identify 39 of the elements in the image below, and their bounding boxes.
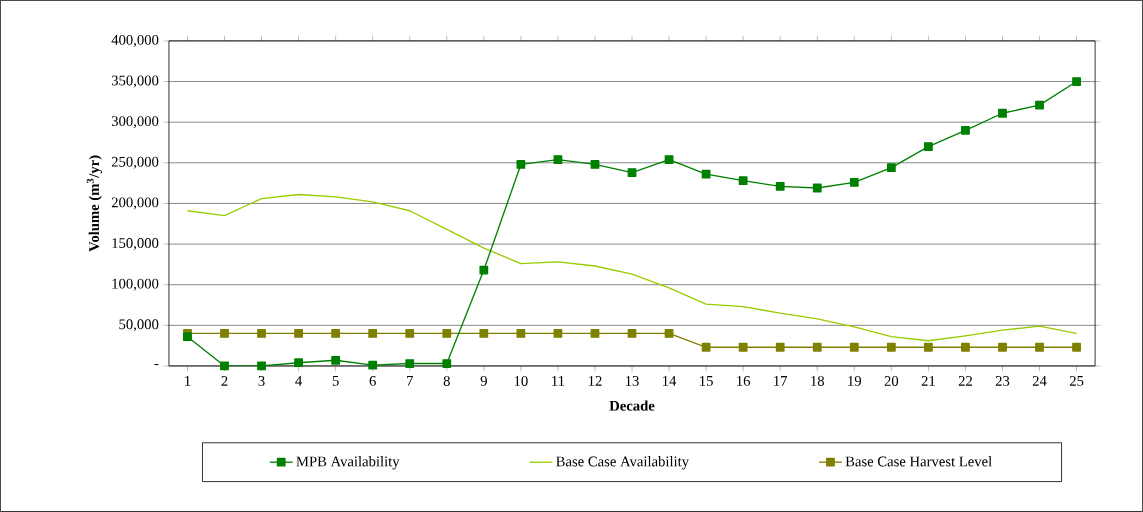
y-tick-label: 100,000	[112, 278, 159, 291]
x-tick-label: 6	[369, 376, 376, 386]
x-tick-label: 4	[295, 376, 303, 386]
x-tick-label: 18	[811, 376, 825, 386]
x-tick-label: 1	[185, 376, 191, 386]
x-tick-label: 10	[514, 376, 528, 386]
x-tick-label: 22	[958, 376, 972, 386]
y-tick-label: 350,000	[111, 75, 159, 88]
legend-label: Base Case Harvest Level	[845, 456, 992, 467]
x-tick-label: 25	[1069, 376, 1084, 386]
y-tick-label: 50,000	[119, 319, 159, 332]
y-axis-title: Volume (m$^{3}$/yr)	[86, 155, 103, 252]
x-tick-label: 8	[443, 376, 450, 386]
x-tick-label: 5	[332, 376, 339, 386]
legend-label: MPB Availability	[296, 456, 400, 470]
x-tick-label: 2	[221, 376, 228, 386]
x-tick-label: 19	[848, 376, 862, 386]
x-tick-label: 11	[552, 376, 565, 386]
y-tick-label: 300,000	[111, 116, 159, 129]
x-tick-label: 7	[407, 376, 413, 386]
y-tick-label: 200,000	[111, 197, 159, 210]
x-tick-label: 3	[258, 376, 265, 386]
x-tick-label: 20	[884, 376, 899, 386]
x-tick-label: 21	[921, 376, 935, 386]
y-tick-label: 250,000	[111, 156, 159, 169]
y-tick-label: 150,000	[112, 238, 159, 251]
x-tick-label: 9	[480, 376, 487, 386]
y-tick-label: 400,000	[111, 34, 159, 47]
x-tick-label: 24	[1032, 376, 1047, 386]
x-tick-label: 16	[737, 376, 751, 386]
x-axis-title: Decade	[609, 400, 655, 411]
y-tick-label: -	[154, 364, 159, 366]
x-tick-label: 23	[995, 376, 1010, 386]
x-tick-label: 12	[588, 376, 602, 386]
x-tick-label: 15	[700, 376, 713, 386]
x-tick-label: 13	[625, 376, 639, 386]
x-tick-label: 14	[663, 376, 677, 386]
legend-label: Base Case Availability	[556, 456, 689, 470]
x-tick-label: 17	[774, 376, 788, 386]
